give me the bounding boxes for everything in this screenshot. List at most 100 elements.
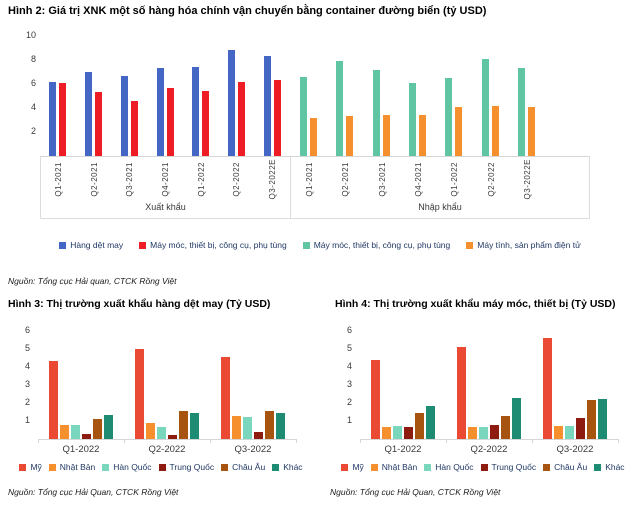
bar-Q4-2021 xyxy=(418,115,426,156)
x-tick-label: Q3-2021 xyxy=(125,162,135,197)
figure4-chart: Hình 4: Thị trường xuất khẩu máy móc, th… xyxy=(330,298,636,503)
category-slot xyxy=(147,36,183,156)
x-tick-label: Q3-2022 xyxy=(234,444,272,455)
y-tick-label: 2 xyxy=(346,397,352,407)
y-tick-label: 6 xyxy=(24,325,30,335)
bar-Q1-2022 xyxy=(93,419,102,439)
legend-swatch xyxy=(272,463,280,471)
bar-Q2-2022 xyxy=(457,347,466,439)
category-slot xyxy=(183,36,219,156)
legend-label: Trung Quốc xyxy=(169,462,215,472)
axis-tick xyxy=(532,439,533,443)
axis-panel-nhap-khau: Q1-2021 Q2-2021 Q3-2021 Q4-2021 Q1-2022 Q2-20… xyxy=(290,157,589,218)
bar-Q1-2022 xyxy=(393,426,402,439)
x-tick-label: Q2-2022 xyxy=(486,162,496,197)
legend-item: Hàn Quốc xyxy=(102,462,152,472)
chart-panel-xuat-khau xyxy=(40,36,290,156)
quarter-label-slot: Q4-2021 xyxy=(400,157,436,202)
group-label: Xuất khẩu xyxy=(145,202,186,213)
legend-label: Trung Quốc xyxy=(491,462,537,472)
legend-swatch xyxy=(221,463,229,471)
category-group xyxy=(38,331,124,439)
bar-Q2-2022 xyxy=(179,411,188,439)
bar-Q1-2022 xyxy=(192,67,200,156)
legend-item: Mỹ xyxy=(341,462,364,472)
bar-Q3-2022 xyxy=(232,415,241,439)
x-tick-label: Q1-2021 xyxy=(304,162,314,197)
bar-Q1-2022 xyxy=(404,427,413,439)
x-tick-label: Q3-2022E xyxy=(267,159,277,200)
quarter-label-slot: Q2-2022 xyxy=(473,157,509,202)
bar-Q3-2022 xyxy=(254,431,263,439)
x-tick-label: Q2-2022 xyxy=(470,444,508,455)
x-tick-label: Q2-2021 xyxy=(89,162,99,197)
legend-item: Máy móc, thiết bị, công cụ, phụ tùng xyxy=(139,240,287,250)
bar-Q2-2022 xyxy=(479,427,488,439)
category-slot xyxy=(363,36,399,156)
bar-Q3-2022 xyxy=(587,400,596,439)
axis-tick xyxy=(446,439,447,443)
x-tick-label: Q3-2022E xyxy=(523,159,533,200)
legend-swatch xyxy=(158,463,166,471)
figure2-plot-area xyxy=(40,36,590,156)
bar-Q1-2022 xyxy=(104,414,113,439)
figure3-legend: Mỹ Nhật Bản Hàn Quốc Trung Quốc Châu Âu Khác xyxy=(8,462,314,472)
bar-Q3-2022 xyxy=(576,418,585,439)
quarter-label-slot: Q3-2021 xyxy=(364,157,400,202)
axis-tick xyxy=(360,439,361,443)
y-tick-label: 6 xyxy=(30,78,36,88)
x-tick-label: Q3-2022 xyxy=(556,444,594,455)
bar-Q2-2022 xyxy=(237,81,245,156)
category-slot xyxy=(111,36,147,156)
legend-swatch xyxy=(59,241,67,249)
figure3-x-labels: Q1-2022 Q2-2022 Q3-2022 xyxy=(38,444,296,455)
figure4-source: Nguồn: Tổng cục Hải Quan, CTCK Rồng Việt xyxy=(330,487,501,497)
legend-swatch xyxy=(424,463,432,471)
x-tick-label: Q3-2021 xyxy=(377,162,387,197)
quarter-label-slot: Q3-2022E xyxy=(510,157,546,202)
group-label: Nhập khẩu xyxy=(418,202,462,213)
legend-label: Châu Âu xyxy=(232,462,266,472)
legend-label: Máy tính, sản phẩm điện tử xyxy=(477,240,581,250)
quarter-label-slot: Q2-2021 xyxy=(328,157,364,202)
chart-panel-nhap-khau xyxy=(290,36,590,156)
bar-Q1-2022 xyxy=(382,427,391,439)
bar-Q2-2021 xyxy=(336,61,344,156)
figure4-x-labels: Q1-2022 Q2-2022 Q3-2022 xyxy=(360,444,618,455)
bar-Q3-2022 xyxy=(243,417,252,439)
legend-swatch xyxy=(302,241,310,249)
category-slot xyxy=(254,36,290,156)
quarter-label-slot: Q1-2022 xyxy=(437,157,473,202)
category-group xyxy=(210,331,296,439)
legend-item: Nhật Bản xyxy=(48,462,95,472)
category-slot xyxy=(40,36,76,156)
bar-Q3-2022E xyxy=(518,68,526,156)
y-tick-label: 3 xyxy=(346,379,352,389)
legend-swatch xyxy=(594,463,602,471)
legend-item: Nhật Bản xyxy=(370,462,417,472)
bar-Q1-2021 xyxy=(299,76,307,156)
legend-item: Hàn Quốc xyxy=(424,462,474,472)
bar-Q3-2021 xyxy=(382,115,390,156)
quarter-label-slot: Q1-2022 xyxy=(183,157,219,202)
bar-Q1-2022 xyxy=(71,424,80,439)
legend-item: Trung Quốc xyxy=(158,462,215,472)
bar-Q1-2022 xyxy=(371,359,380,439)
bar-Q3-2022 xyxy=(565,426,574,439)
x-tick-label: Q1-2022 xyxy=(196,162,206,197)
bar-Q2-2022 xyxy=(512,397,521,439)
x-tick-label: Q2-2022 xyxy=(232,162,242,197)
bar-Q2-2022 xyxy=(168,434,177,439)
legend-item: Châu Âu xyxy=(543,462,587,472)
y-tick-label: 6 xyxy=(346,325,352,335)
bar-Q1-2022 xyxy=(455,106,463,156)
quarter-label-slot: Q3-2022E xyxy=(254,157,290,202)
quarter-label-row: Q1-2021 Q2-2021 Q3-2021 Q4-2021 Q1-2022 Q2-20… xyxy=(291,157,546,202)
x-tick-label: Q1-2022 xyxy=(62,444,100,455)
legend-label: Hàn Quốc xyxy=(435,462,474,472)
quarter-label-slot: Q3-2021 xyxy=(112,157,148,202)
bar-Q1-2021 xyxy=(59,82,67,156)
legend-item: Máy tính, sản phẩm điện tử xyxy=(466,240,581,250)
y-tick-label: 2 xyxy=(24,397,30,407)
figure4-title: Hình 4: Thị trường xuất khẩu máy móc, th… xyxy=(335,298,616,310)
